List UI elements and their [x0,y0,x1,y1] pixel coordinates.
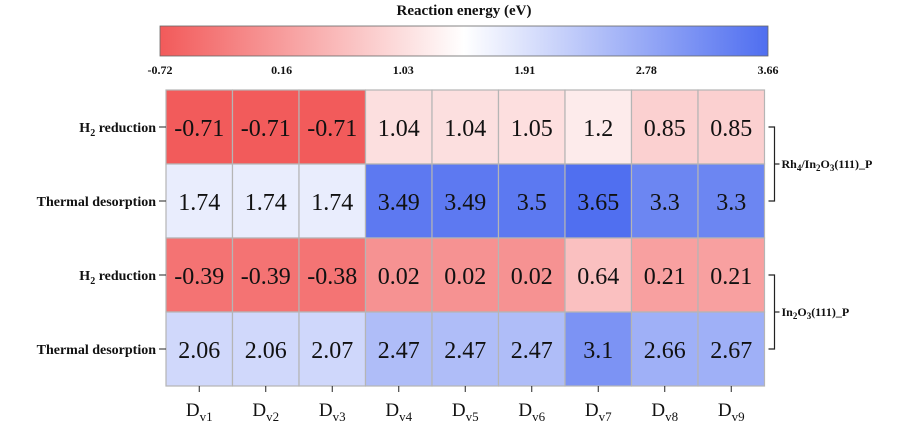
colorbar-ticks: -0.72 0.16 1.03 1.91 2.78 3.66 [148,63,779,77]
column-label: Dv6 [518,400,545,424]
row-labels: H2 reduction Thermal desorption H2 reducti… [37,121,166,358]
cell-value-label: 1.74 [245,190,287,216]
heatmap-cell [697,237,766,313]
column-label: Dv3 [319,400,346,424]
cell-value-label: 1.2 [583,116,613,142]
heatmap-cell [298,89,367,165]
cell-value-label: -0.71 [174,116,224,142]
cell-value-label: 2.67 [710,338,752,364]
colorbar-tick-label: -0.72 [148,63,173,77]
cell-value-label: 0.21 [644,264,686,290]
heatmap-cell [630,89,699,165]
heatmap-cell [298,237,367,313]
heatmap-cell [564,163,633,239]
cell-value-label: 0.85 [710,116,752,142]
cell-value-label: 2.66 [644,338,686,364]
group-bracket [768,126,776,202]
cell-value-label: 1.74 [311,190,353,216]
column-labels: Dv1 Dv2 Dv3 Dv4 Dv5 Dv6 Dv7 Dv8 Dv9 [186,386,745,424]
cell-value-label: 0.21 [710,264,752,290]
heatmap-cell [564,237,633,313]
heatmap-cell [298,163,367,239]
cell-value-label: -0.71 [241,116,291,142]
colorbar-title: Reaction energy (eV) [397,3,532,19]
column-label: Dv7 [585,400,612,424]
heatmap-cell [165,237,234,313]
cell-value-label: 1.04 [378,116,420,142]
group-brackets: Rh4/In2O3(111)_P In2O3(111)_P [768,126,873,350]
cell-value-label: 2.06 [245,338,287,364]
column-label: Dv8 [651,400,678,424]
heatmap-cell [165,89,234,165]
colorbar-tick-label: 0.16 [271,63,292,77]
row-label: Thermal desorption [37,343,157,358]
row-label: H2 reduction [79,121,156,139]
colorbar-tick-label: 1.91 [514,63,535,77]
cell-value-label: 0.02 [378,264,420,290]
group-label: Rh4/In2O3(111)_P [782,157,873,173]
cell-value-label: 0.64 [577,264,619,290]
cell-value-label: 3.49 [378,190,420,216]
cell-value-label: 0.02 [444,264,486,290]
column-label: Dv5 [452,400,479,424]
cell-value-label: 1.05 [511,116,553,142]
heatmap-cell [431,237,500,313]
heatmap-cell [497,89,566,165]
column-label: Dv9 [718,400,745,424]
cell-value-label: 2.47 [378,338,420,364]
colorbar-tick-label: 2.78 [636,63,657,77]
cell-value-label: 3.3 [716,190,746,216]
cell-value-label: 2.47 [444,338,486,364]
cell-value-label: 2.47 [511,338,553,364]
colorbar [159,25,769,57]
group-label: In2O3(111)_P [782,305,850,321]
cell-value-label: 3.49 [444,190,486,216]
cell-value-label: 0.85 [644,116,686,142]
heatmap-cell [364,311,433,387]
heatmap-cell [630,163,699,239]
heatmap-cell [231,89,300,165]
heatmap-cell [165,311,234,387]
column-label: Dv2 [252,400,279,424]
heatmap-cell [165,163,234,239]
colorbar-tick-label: 3.66 [758,63,779,77]
cell-value-label: 1.04 [444,116,486,142]
cell-value-label: 1.74 [178,190,220,216]
cell-value-label: -0.38 [307,264,357,290]
cell-value-label: 3.1 [583,338,613,364]
row-label: Thermal desorption [37,195,157,210]
cell-value-label: 2.06 [178,338,220,364]
row-label: H2 reduction [79,269,156,287]
cell-value-label: 3.5 [517,190,547,216]
cell-value-label: -0.39 [241,264,291,290]
heatmap-cell [697,311,766,387]
heatmap-cell [231,311,300,387]
heatmap-cell [697,163,766,239]
column-label: Dv4 [385,400,412,424]
heatmap-cells: -0.71 -0.71 -0.71 1.04 1.04 1.05 1.2 0.85 0.85 1.… [165,89,766,387]
cell-value-label: 3.65 [577,190,619,216]
cell-value-label: -0.39 [174,264,224,290]
colorbar-tick-label: 1.03 [393,63,414,77]
cell-value-label: 0.02 [511,264,553,290]
cell-value-label: 3.3 [650,190,680,216]
heatmap-cell [364,237,433,313]
group-bracket [768,274,776,350]
cell-value-label: 2.07 [311,338,353,364]
column-label: Dv1 [186,400,213,424]
heatmap-cell [431,163,500,239]
heatmap-cell [231,237,300,313]
cell-value-label: -0.71 [307,116,357,142]
